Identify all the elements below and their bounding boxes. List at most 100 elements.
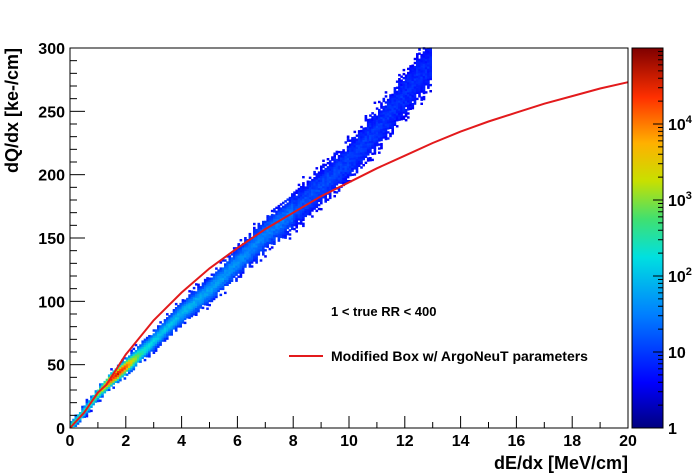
heatmap-cell: [429, 75, 432, 79]
heatmap-cell: [404, 96, 408, 100]
heatmap-cell: [195, 293, 198, 296]
heatmap-cell: [418, 91, 421, 94]
heatmap-cell: [407, 75, 410, 79]
heatmap-cell: [90, 409, 93, 413]
heatmap-cell: [337, 187, 341, 190]
heatmap-cell: [346, 153, 350, 157]
heatmap-cell: [291, 205, 294, 208]
heatmap-cell: [308, 190, 312, 194]
heatmap-cell: [215, 277, 218, 280]
heatmap-cell: [407, 83, 410, 87]
heatmap-cell: [375, 139, 379, 143]
heatmap-cell: [286, 216, 290, 220]
heatmap-cell: [328, 186, 332, 189]
heatmap-cell: [282, 207, 285, 211]
heatmap-cell: [404, 82, 408, 85]
heatmap-cell: [360, 129, 363, 133]
heatmap-cell: [326, 158, 330, 161]
heatmap-cell: [320, 181, 323, 185]
heatmap-cell: [121, 365, 124, 368]
heatmap-cell: [320, 208, 323, 211]
heatmap-cell: [132, 357, 136, 361]
heatmap-cell: [270, 213, 274, 217]
heatmap-cell: [328, 174, 332, 177]
heatmap-cell: [257, 249, 261, 252]
heatmap-cell: [262, 226, 265, 230]
heatmap-cell: [302, 208, 305, 211]
heatmap-cell: [123, 365, 127, 368]
heatmap-cell: [286, 218, 290, 222]
heatmap-cell: [317, 189, 321, 192]
heatmap-cell: [302, 214, 305, 217]
heatmap-cell: [181, 315, 185, 318]
heatmap-cell: [346, 135, 350, 138]
heatmap-cell: [248, 255, 252, 258]
heatmap-cell: [237, 263, 240, 266]
heatmap-cell: [277, 204, 281, 208]
heatmap-cell: [288, 196, 292, 200]
heatmap-cell: [228, 259, 232, 262]
heatmap-cell: [192, 299, 196, 302]
heatmap-cell: [212, 285, 216, 288]
heatmap-cell: [206, 279, 209, 282]
heatmap-cell: [143, 350, 147, 354]
heatmap-cell: [277, 209, 281, 212]
heatmap-cell: [308, 203, 312, 206]
heatmap-cell: [315, 201, 319, 204]
heatmap-cell: [349, 149, 352, 152]
heatmap-cell: [413, 61, 417, 65]
heatmap-cell: [413, 65, 417, 69]
heatmap-cell: [335, 191, 339, 194]
heatmap-cell: [286, 204, 290, 207]
heatmap-cell: [270, 217, 274, 221]
heatmap-cell: [237, 253, 240, 256]
heatmap-cell: [393, 115, 397, 118]
heatmap-cell: [360, 148, 363, 151]
heatmap-cell: [264, 234, 267, 238]
heatmap-cell: [206, 299, 209, 302]
heatmap-cell: [424, 48, 428, 51]
heatmap-cell: [424, 68, 428, 72]
heatmap-cell: [360, 137, 363, 141]
heatmap-cell: [344, 151, 348, 154]
heatmap-cell: [279, 223, 283, 226]
heatmap-cell: [386, 108, 390, 112]
heatmap-cell: [362, 157, 365, 161]
heatmap-cell: [326, 178, 330, 181]
heatmap-cell: [422, 61, 426, 64]
heatmap-cell: [262, 241, 265, 244]
heatmap-cell: [192, 313, 196, 316]
heatmap-cell: [168, 317, 171, 320]
heatmap-cell: [322, 185, 325, 189]
heatmap-cell: [386, 123, 390, 126]
heatmap-cell: [282, 230, 285, 233]
heatmap-cell: [302, 190, 305, 193]
heatmap-cell: [373, 150, 377, 153]
heatmap-cell: [170, 327, 173, 330]
heatmap-cell: [418, 62, 421, 65]
heatmap-cell: [353, 138, 357, 142]
heatmap-cell: [335, 150, 339, 154]
heatmap-cell: [246, 255, 249, 258]
heatmap-cell: [366, 157, 370, 160]
heatmap-cell: [416, 85, 419, 88]
heatmap-cell: [90, 405, 93, 408]
heatmap-cell: [416, 65, 419, 68]
x-tick-label: 10: [340, 433, 358, 450]
heatmap-cell: [224, 277, 227, 280]
heatmap-cell: [226, 283, 229, 286]
heatmap-cell: [369, 130, 372, 133]
heatmap-cell: [416, 69, 419, 72]
heatmap-cell: [210, 285, 214, 289]
heatmap-cell: [190, 312, 194, 316]
heatmap-cell: [232, 273, 236, 276]
heatmap-cell: [282, 224, 285, 227]
heatmap-cell: [179, 315, 182, 318]
heatmap-cell: [335, 177, 339, 180]
heatmap-cell: [161, 339, 165, 342]
heatmap-cell: [244, 245, 247, 248]
heatmap-cell: [183, 299, 187, 302]
heatmap-cell: [337, 189, 341, 192]
heatmap-cell: [286, 198, 290, 201]
